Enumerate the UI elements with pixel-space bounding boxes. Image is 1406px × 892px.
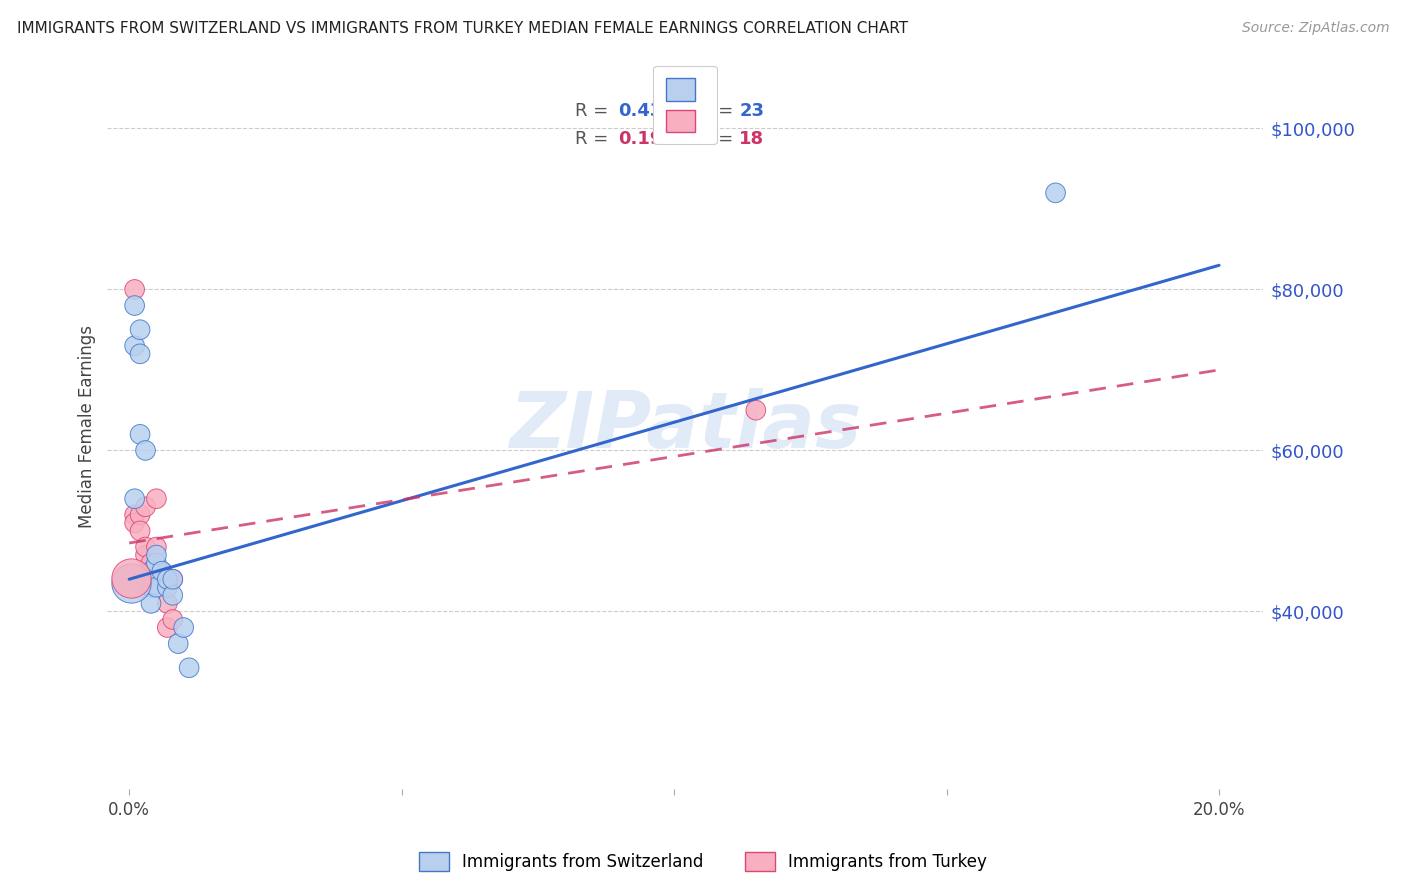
Text: R =: R = xyxy=(575,129,609,148)
Point xyxy=(135,548,157,562)
Text: R =: R = xyxy=(575,103,609,120)
Point xyxy=(139,596,162,610)
Point xyxy=(162,572,184,586)
Point xyxy=(124,508,146,522)
Point xyxy=(150,564,173,578)
Text: 23: 23 xyxy=(740,103,765,120)
Point xyxy=(156,596,179,610)
Point xyxy=(135,540,157,554)
Point xyxy=(162,572,184,586)
Point xyxy=(124,339,146,353)
Point xyxy=(156,572,179,586)
Point xyxy=(150,564,173,578)
Point xyxy=(124,299,146,313)
Y-axis label: Median Female Earnings: Median Female Earnings xyxy=(79,325,96,528)
Point xyxy=(145,580,167,594)
Point xyxy=(135,572,157,586)
Point xyxy=(145,556,167,570)
Point xyxy=(1045,186,1067,200)
Point xyxy=(167,637,190,651)
Point xyxy=(145,548,167,562)
Point xyxy=(135,443,157,458)
Point xyxy=(139,564,162,578)
Text: 18: 18 xyxy=(740,129,765,148)
Point xyxy=(124,516,146,530)
Point xyxy=(173,621,195,635)
Point xyxy=(135,500,157,514)
Point xyxy=(129,323,152,337)
Text: 0.437: 0.437 xyxy=(619,103,675,120)
Point xyxy=(150,572,173,586)
Point xyxy=(129,347,152,361)
Point xyxy=(156,621,179,635)
Point xyxy=(145,540,167,554)
Point xyxy=(139,580,162,594)
Point xyxy=(156,580,179,594)
Point xyxy=(179,661,201,675)
Text: ZIPatlas: ZIPatlas xyxy=(509,388,860,465)
Legend: , : , xyxy=(654,66,717,145)
Point xyxy=(124,491,146,506)
Point xyxy=(162,612,184,626)
Text: 0.197: 0.197 xyxy=(619,129,675,148)
Text: Source: ZipAtlas.com: Source: ZipAtlas.com xyxy=(1241,21,1389,35)
Point xyxy=(129,508,152,522)
Point xyxy=(145,491,167,506)
Point xyxy=(120,571,142,585)
Point xyxy=(120,576,142,591)
Point xyxy=(745,403,768,417)
Point xyxy=(139,556,162,570)
Legend: Immigrants from Switzerland, Immigrants from Turkey: Immigrants from Switzerland, Immigrants … xyxy=(411,843,995,880)
Text: N =: N = xyxy=(699,129,733,148)
Point xyxy=(129,524,152,538)
Text: IMMIGRANTS FROM SWITZERLAND VS IMMIGRANTS FROM TURKEY MEDIAN FEMALE EARNINGS COR: IMMIGRANTS FROM SWITZERLAND VS IMMIGRANT… xyxy=(17,21,908,36)
Point xyxy=(129,427,152,442)
Text: N =: N = xyxy=(699,103,733,120)
Point xyxy=(124,282,146,296)
Point xyxy=(162,588,184,602)
